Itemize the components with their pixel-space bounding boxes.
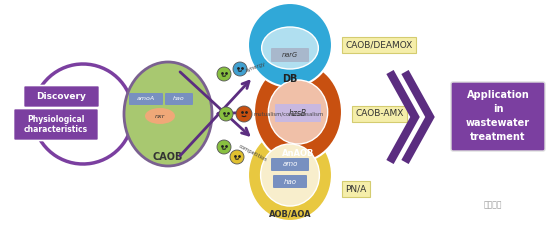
Text: Application
in
wastewater
treatment: Application in wastewater treatment [466, 91, 530, 143]
Text: hao: hao [284, 178, 296, 185]
Circle shape [217, 140, 231, 154]
Text: nxr: nxr [155, 114, 165, 118]
Text: synergy: synergy [245, 61, 267, 73]
Text: narG: narG [282, 52, 298, 58]
Circle shape [233, 62, 247, 76]
Text: 环境前沿: 环境前沿 [484, 200, 502, 210]
FancyBboxPatch shape [275, 104, 321, 122]
Ellipse shape [254, 62, 342, 162]
Text: CAOB/DEAMOX: CAOB/DEAMOX [345, 40, 412, 49]
Text: PN/A: PN/A [345, 185, 366, 193]
Text: competition: competition [238, 143, 268, 163]
Text: CAOB: CAOB [153, 152, 183, 162]
FancyBboxPatch shape [129, 93, 163, 105]
Ellipse shape [262, 27, 319, 69]
Circle shape [217, 67, 231, 81]
Text: DB: DB [283, 74, 298, 84]
Circle shape [230, 150, 244, 164]
FancyBboxPatch shape [273, 175, 307, 188]
Ellipse shape [124, 62, 212, 166]
Text: hzsB: hzsB [289, 109, 307, 118]
FancyBboxPatch shape [23, 86, 100, 108]
Text: CAOB-AMX: CAOB-AMX [355, 109, 403, 118]
FancyBboxPatch shape [13, 109, 98, 141]
Text: hao: hao [173, 96, 185, 101]
Ellipse shape [260, 144, 320, 206]
FancyBboxPatch shape [271, 48, 309, 62]
Text: AOB/AOA: AOB/AOA [269, 210, 311, 219]
Text: amo: amo [283, 161, 298, 168]
Circle shape [219, 107, 233, 121]
Text: Discovery: Discovery [36, 92, 86, 101]
Ellipse shape [248, 3, 332, 87]
Text: amoA: amoA [137, 96, 155, 101]
Text: AnAOB: AnAOB [282, 150, 314, 158]
Ellipse shape [145, 108, 175, 124]
Text: Physiological
characteristics: Physiological characteristics [24, 115, 88, 134]
Ellipse shape [268, 80, 328, 144]
Text: mutualism/commensalism: mutualism/commensalism [254, 111, 324, 116]
Ellipse shape [248, 129, 332, 221]
FancyBboxPatch shape [451, 82, 545, 151]
FancyBboxPatch shape [271, 158, 309, 171]
FancyBboxPatch shape [165, 93, 193, 105]
Circle shape [236, 106, 252, 122]
